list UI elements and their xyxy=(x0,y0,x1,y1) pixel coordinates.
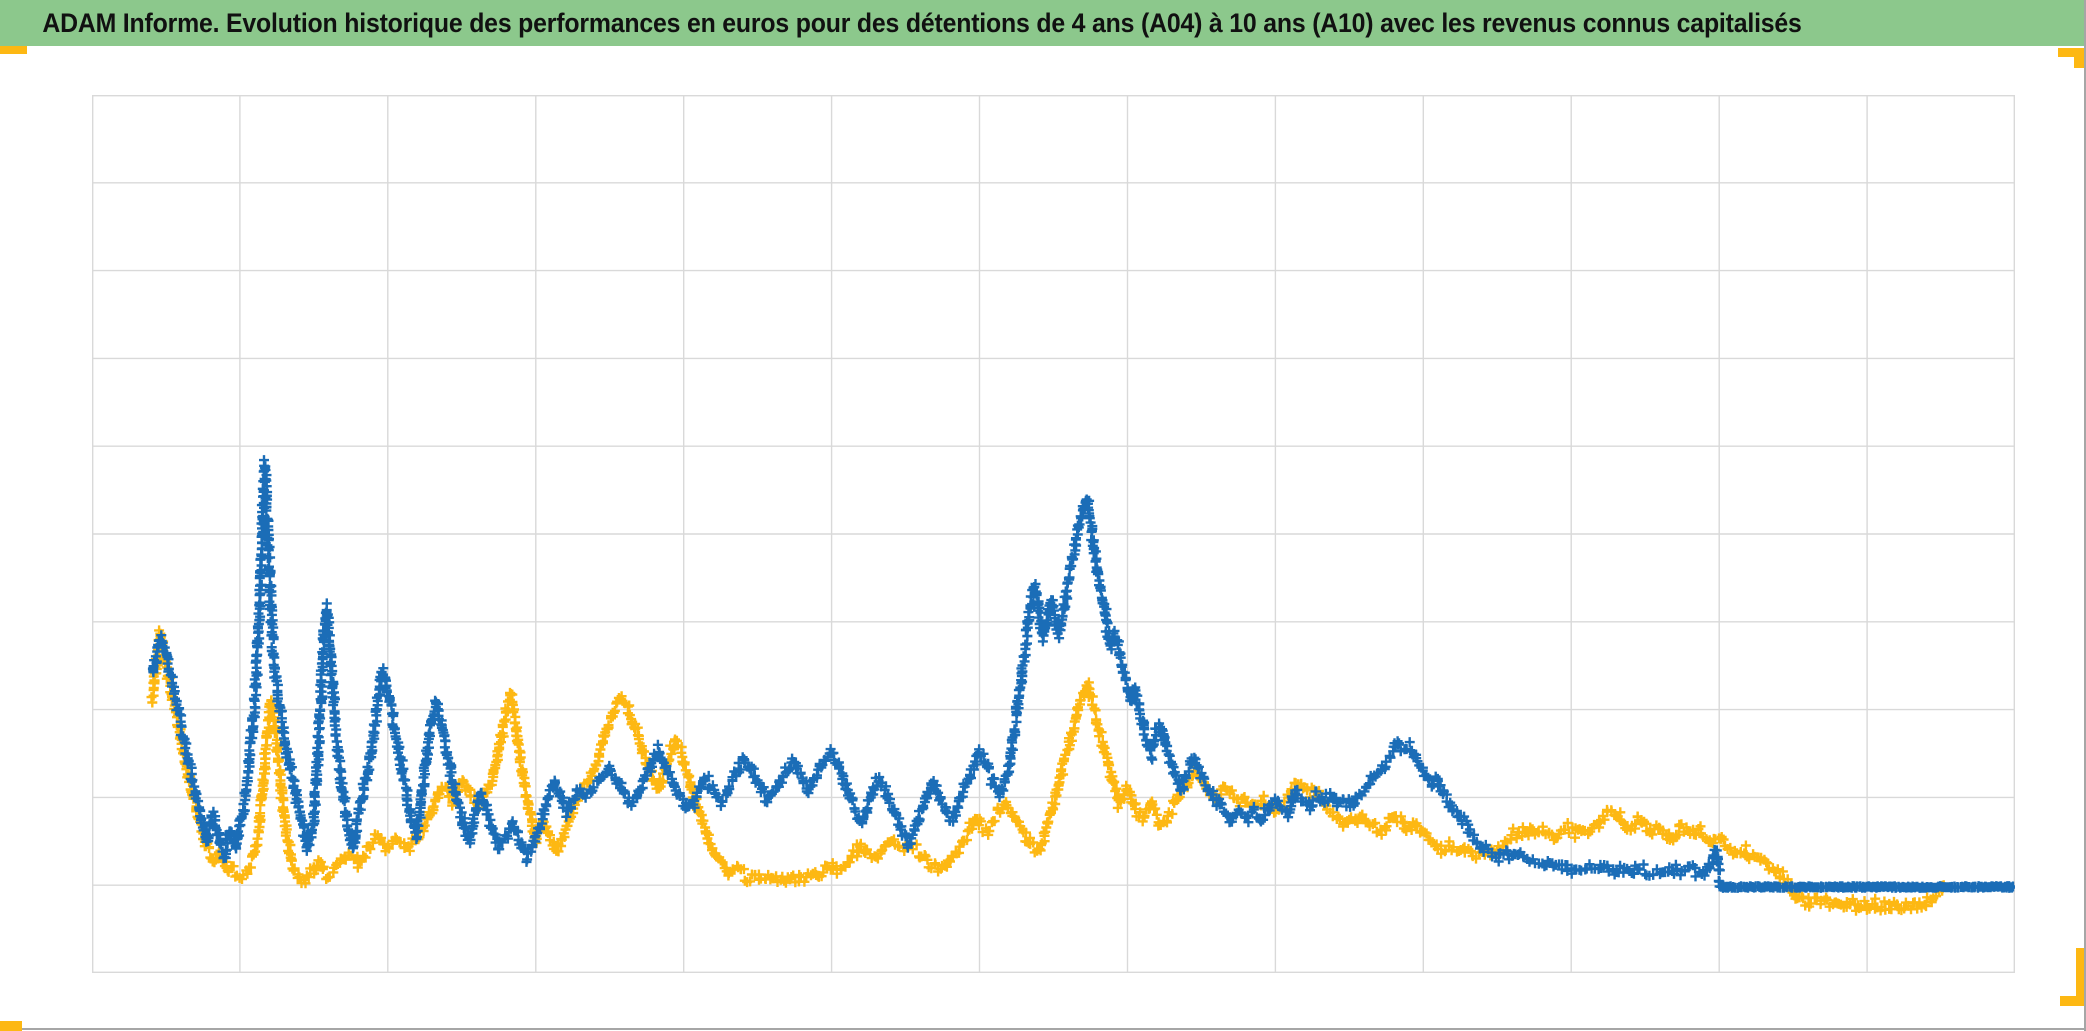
plot-border xyxy=(92,95,2015,973)
frame-bottom-line xyxy=(22,1028,2086,1030)
accent-bottom-right-bracket-h xyxy=(2060,996,2084,1006)
accent-bottom-left-square xyxy=(0,1021,22,1031)
accent-top-right-bracket-v xyxy=(2074,48,2084,68)
chart-title: ADAM Informe. Evolution historique des p… xyxy=(42,7,1802,38)
accent-bottom-right-bracket-v xyxy=(2076,948,2084,1006)
grid-lines xyxy=(92,95,2015,973)
series-blue-series-markers xyxy=(147,455,2015,893)
series-gold-series-markers xyxy=(146,625,1949,916)
frame-right-line xyxy=(2084,0,2086,1031)
accent-top-right-bracket-h xyxy=(2058,48,2084,57)
plot-area xyxy=(92,95,2015,973)
scatter-chart xyxy=(92,95,2015,973)
title-bar: ADAM Informe. Evolution historique des p… xyxy=(0,0,2084,46)
accent-top-left-tab xyxy=(0,46,27,54)
